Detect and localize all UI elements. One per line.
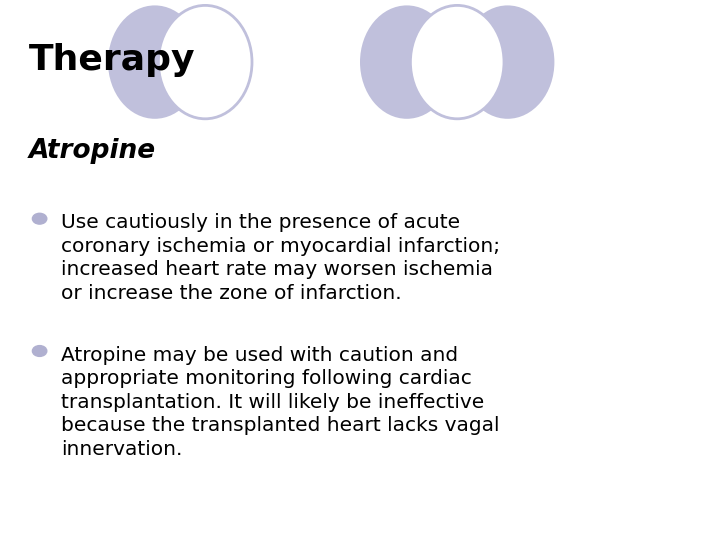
Ellipse shape <box>461 5 554 119</box>
Ellipse shape <box>410 5 504 119</box>
Text: Therapy: Therapy <box>29 43 195 77</box>
Text: Use cautiously in the presence of acute
coronary ischemia or myocardial infarcti: Use cautiously in the presence of acute … <box>61 213 500 303</box>
Ellipse shape <box>360 5 454 119</box>
Circle shape <box>32 346 47 356</box>
Ellipse shape <box>108 5 202 119</box>
Circle shape <box>32 213 47 224</box>
Text: Atropine may be used with caution and
appropriate monitoring following cardiac
t: Atropine may be used with caution and ap… <box>61 346 500 458</box>
Text: Atropine: Atropine <box>29 138 156 164</box>
Ellipse shape <box>158 5 252 119</box>
